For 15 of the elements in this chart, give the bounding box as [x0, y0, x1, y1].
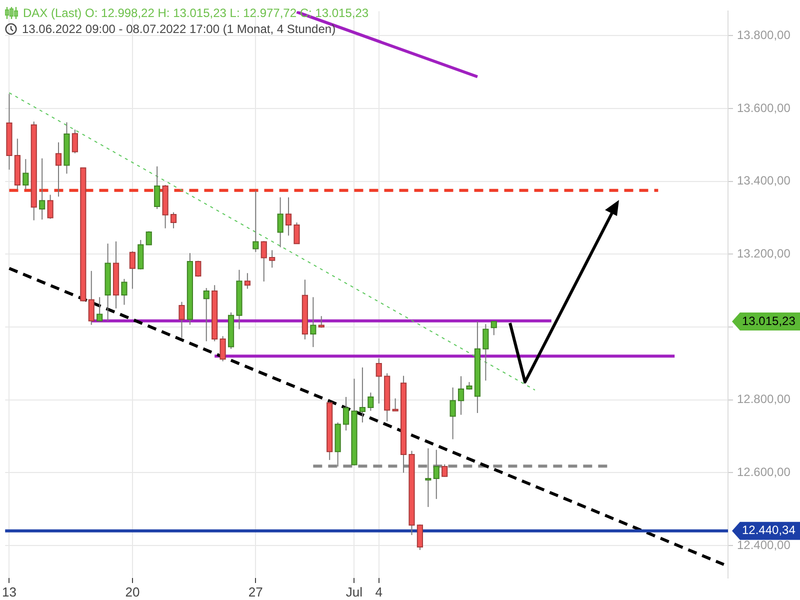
y-tick-label: 13.400,00 [737, 174, 791, 188]
y-tick-label: 12.400,00 [737, 538, 791, 552]
x-tick-label: 13 [2, 584, 16, 600]
y-tick-label: 13.600,00 [737, 100, 791, 115]
text: 13.06.2022 09:00 - 08.07.2022 17:00 (1 Monat, 4 Stunden) [22, 21, 336, 37]
x-tick-label: 27 [248, 584, 263, 600]
text: 13.015,23 [742, 314, 796, 328]
x-tick-label: 4 [375, 584, 382, 600]
y-tick-label: 12.600,00 [737, 465, 791, 480]
ref-line-label: 12.440,34 [742, 523, 796, 538]
x-tick-label: Jul [346, 584, 363, 600]
y-tick-label: 13.200,00 [737, 246, 791, 260]
x-tick-label: 20 [125, 584, 140, 600]
y-tick-label: 12.800,00 [737, 392, 791, 406]
y-tick-label: 13.800,00 [737, 28, 791, 42]
